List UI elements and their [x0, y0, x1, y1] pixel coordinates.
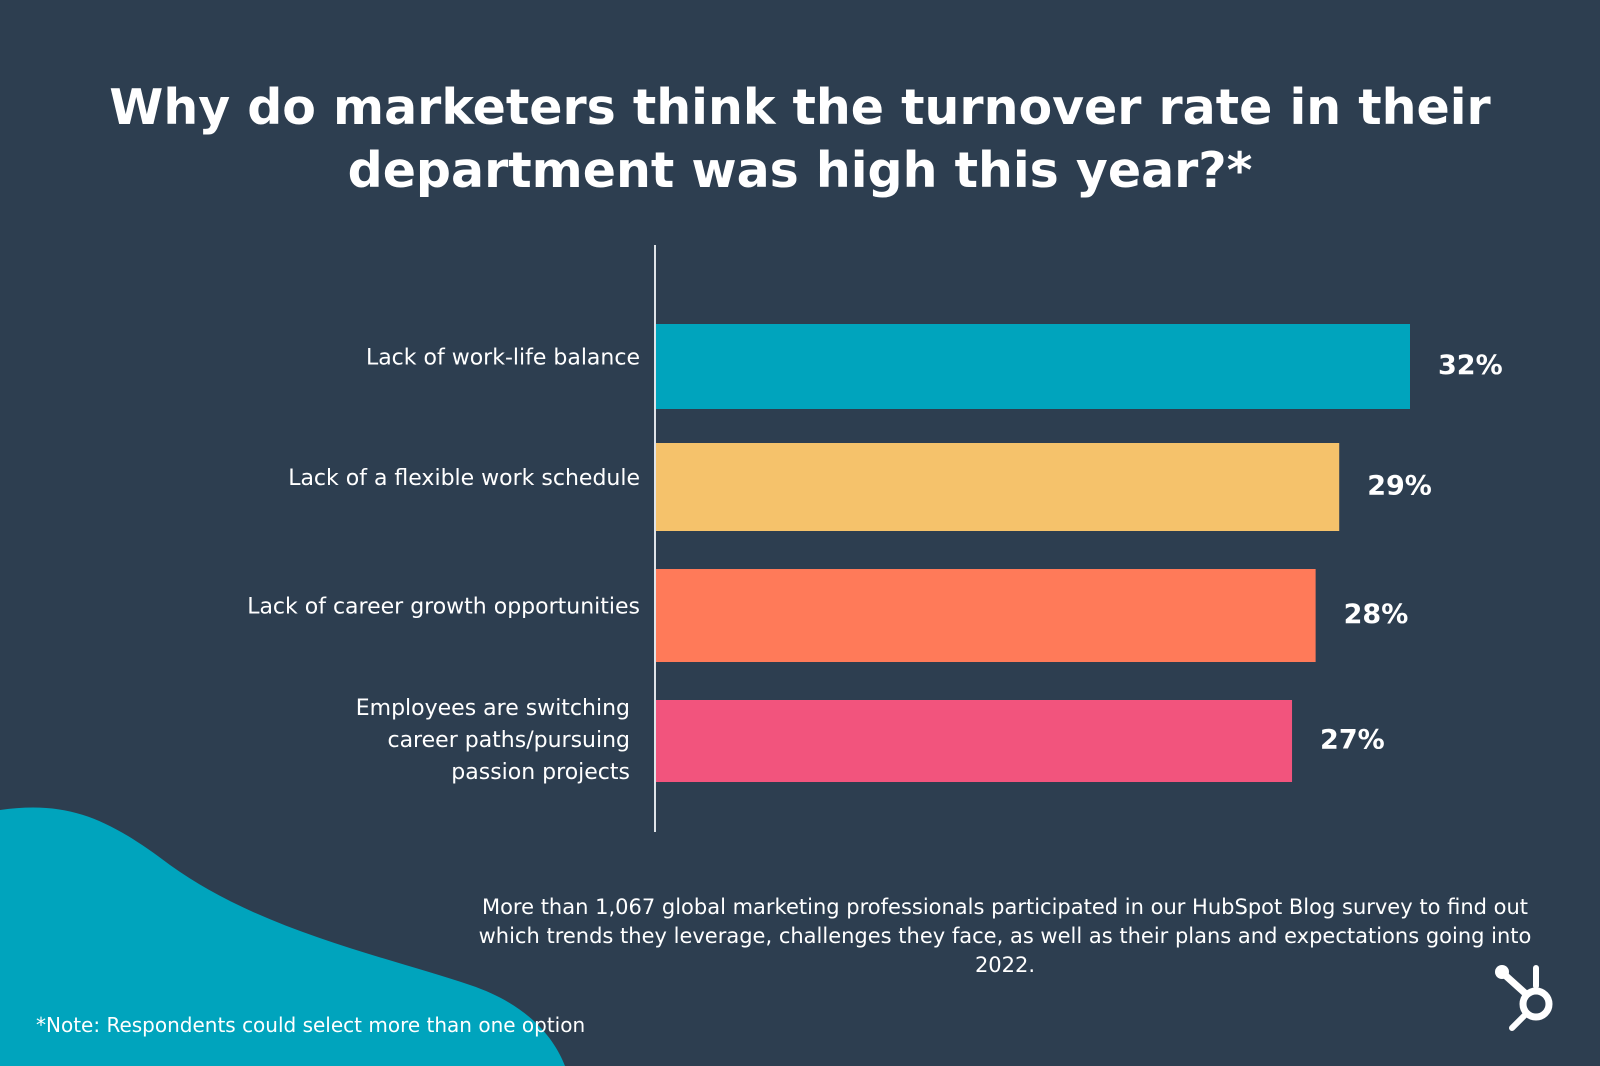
- value-label-2: 29%: [1367, 471, 1432, 502]
- category-label-3: Lack of career growth opportunities: [247, 595, 640, 620]
- bar-3: [655, 569, 1316, 662]
- category-label-line: career paths/pursuing: [387, 728, 630, 753]
- footnote: *Note: Respondents could select more tha…: [36, 1013, 586, 1037]
- category-label-2: Lack of a flexible work schedule: [288, 466, 640, 491]
- category-label-4: Employees are switching career paths/purs…: [356, 696, 630, 785]
- category-label-1: Lack of work-life balance: [366, 346, 640, 371]
- value-label-4: 27%: [1320, 725, 1385, 756]
- category-label-line: Lack of a flexible work schedule: [288, 466, 640, 491]
- survey-description: More than 1,067 global marketing profess…: [478, 895, 1532, 977]
- category-label-line: Lack of work-life balance: [366, 346, 640, 371]
- category-label-line: Employees are switching: [356, 696, 630, 721]
- bar-2: [655, 443, 1340, 531]
- bar-4: [655, 700, 1293, 782]
- category-label-line: Lack of career growth opportunities: [247, 595, 640, 620]
- chart-title: Why do marketers think the turnover rate…: [109, 79, 1491, 199]
- bar-1: [655, 324, 1410, 409]
- value-label-3: 28%: [1344, 599, 1409, 630]
- hubspot-sprocket-icon: [1495, 965, 1553, 1031]
- category-label-line: passion projects: [451, 760, 630, 785]
- value-label-1: 32%: [1438, 350, 1503, 381]
